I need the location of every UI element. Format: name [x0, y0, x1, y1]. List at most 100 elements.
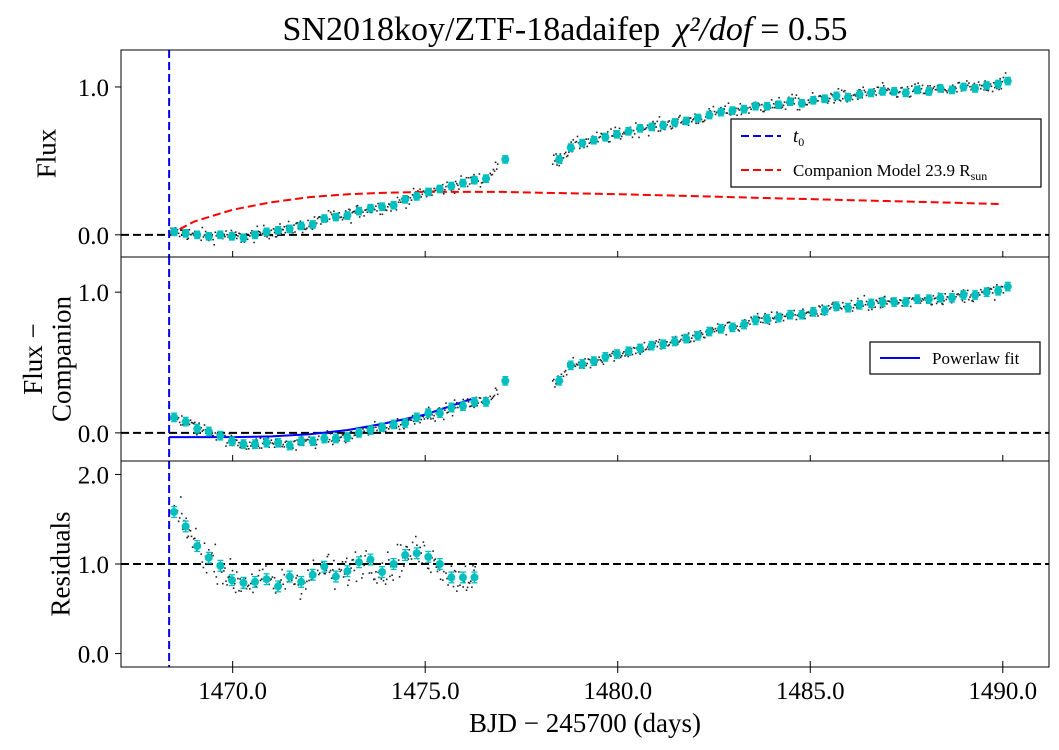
binned-marker: [262, 227, 271, 236]
binned-point: [716, 323, 725, 334]
raw-point: [667, 121, 669, 123]
raw-point: [270, 229, 273, 232]
raw-point: [387, 551, 389, 553]
raw-point: [750, 316, 752, 319]
binned-marker: [855, 90, 864, 99]
raw-point: [646, 346, 649, 348]
raw-point: [907, 297, 910, 300]
raw-point: [333, 210, 335, 212]
binned-marker: [412, 549, 421, 558]
raw-point: [657, 341, 660, 343]
raw-point: [986, 89, 988, 91]
raw-point: [624, 355, 626, 357]
raw-point: [668, 120, 670, 122]
raw-point: [818, 95, 820, 98]
raw-point: [266, 236, 268, 238]
binned-marker: [1003, 282, 1012, 291]
raw-point: [811, 92, 814, 94]
raw-point: [446, 181, 448, 184]
raw-point: [700, 332, 703, 334]
raw-point: [602, 363, 605, 365]
raw-point: [292, 231, 294, 234]
raw-point: [370, 572, 373, 574]
binned-marker: [227, 437, 236, 446]
raw-point: [978, 294, 981, 296]
raw-point: [562, 375, 565, 378]
raw-point: [470, 580, 472, 582]
raw-point: [328, 218, 331, 220]
raw-point: [327, 210, 330, 212]
raw-point: [396, 418, 399, 420]
binned-marker: [401, 551, 410, 560]
binned-points: [170, 281, 1012, 451]
raw-point: [567, 154, 569, 157]
raw-point: [329, 569, 332, 572]
raw-point: [373, 578, 375, 581]
raw-point: [364, 209, 366, 211]
raw-point: [881, 306, 884, 308]
binned-point: [589, 356, 598, 366]
raw-point: [726, 112, 729, 114]
raw-point: [180, 424, 182, 426]
raw-point: [748, 112, 750, 114]
binned-point: [763, 314, 772, 324]
raw-point: [328, 438, 331, 441]
raw-point: [980, 288, 982, 291]
raw-point: [670, 128, 673, 130]
raw-point: [551, 163, 554, 165]
raw-point: [419, 546, 421, 549]
raw-point: [853, 304, 856, 306]
raw-point: [632, 129, 635, 132]
binned-point: [181, 228, 190, 238]
binned-point: [913, 294, 922, 305]
raw-point: [837, 88, 840, 90]
binned-point: [204, 231, 213, 241]
raw-point: [366, 211, 369, 213]
raw-point: [751, 103, 753, 105]
raw-point: [495, 168, 498, 170]
raw-point: [306, 438, 308, 441]
raw-point: [409, 419, 412, 421]
raw-point: [677, 343, 679, 345]
raw-point: [354, 551, 357, 553]
raw-point: [757, 102, 760, 105]
legend-label: Companion Model 23.9 Rsun: [793, 161, 987, 183]
raw-point: [408, 203, 411, 205]
raw-point: [389, 575, 391, 578]
raw-point: [444, 563, 446, 565]
raw-point: [921, 84, 924, 87]
raw-point: [285, 440, 288, 442]
binned-point: [378, 566, 387, 579]
raw-point: [373, 426, 375, 429]
raw-point: [203, 234, 206, 236]
binned-point: [913, 85, 922, 95]
raw-point: [638, 136, 640, 139]
raw-point: [942, 303, 944, 306]
raw-point: [245, 448, 248, 450]
raw-point: [452, 585, 455, 588]
raw-point: [987, 89, 990, 92]
raw-point: [450, 565, 453, 567]
binned-point: [1003, 281, 1012, 292]
raw-point: [263, 224, 265, 227]
raw-point: [318, 435, 320, 438]
raw-point: [240, 590, 242, 592]
binned-marker: [924, 87, 933, 96]
binned-point: [216, 230, 225, 240]
raw-point: [226, 442, 228, 444]
raw-point: [877, 86, 880, 89]
raw-point: [463, 581, 466, 583]
raw-point: [468, 183, 471, 185]
binned-point: [936, 292, 945, 303]
raw-point: [283, 573, 286, 576]
raw-point: [877, 302, 880, 304]
raw-point: [226, 584, 228, 586]
raw-point: [450, 189, 453, 192]
binned-point: [297, 575, 306, 588]
raw-point: [191, 546, 194, 548]
raw-point: [977, 81, 980, 83]
raw-point: [318, 573, 320, 576]
binned-point: [389, 419, 398, 430]
binned-point: [239, 576, 248, 589]
binned-point: [555, 375, 564, 386]
